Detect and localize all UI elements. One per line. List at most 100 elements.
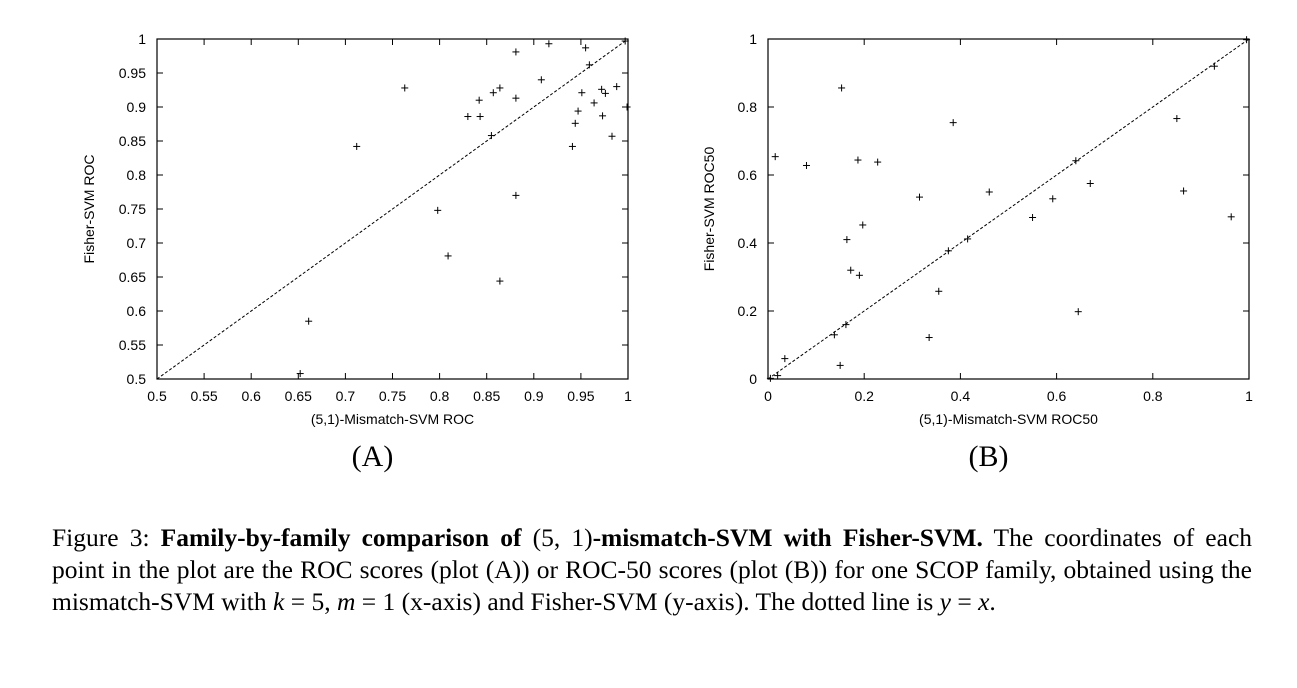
a-data-point xyxy=(574,107,582,115)
a-data-point xyxy=(608,132,616,140)
a-y-tick-label: 0.75 xyxy=(119,201,146,217)
a-reference-line xyxy=(156,38,629,380)
a-data-point xyxy=(621,37,629,45)
caption-eq: = xyxy=(950,587,979,616)
a-y-tick-label: 0.6 xyxy=(127,303,147,319)
a-y-tick-label: 0.65 xyxy=(119,269,146,285)
b-data-point xyxy=(781,355,789,363)
scatter-plot-a: 0.5 0.55 0.6 0.65 0.7 0.75 0.8 0.85 0.9 0.95 1 0.5 0… xyxy=(0,0,650,480)
scatter-plot-a-svg: 0.5 0.55 0.6 0.65 0.7 0.75 0.8 0.85 0.9 0.95 1 0.5 0… xyxy=(81,31,632,473)
caption-text-2: (x-axis) and Fisher-SVM (y-axis). The do… xyxy=(395,587,940,616)
b-data-point xyxy=(847,266,855,274)
a-data-point xyxy=(585,61,593,69)
a-y-tick-label: 0.7 xyxy=(127,235,147,251)
b-data-point xyxy=(771,153,779,161)
caption-math-params: (5, 1) xyxy=(532,523,593,552)
b-data-point xyxy=(1243,36,1251,44)
b-data-point xyxy=(1227,213,1235,221)
a-y-tick-label: 0.8 xyxy=(127,167,147,183)
a-x-tick-label: 0.7 xyxy=(336,388,356,404)
b-panel-label: (B) xyxy=(969,440,1009,473)
b-y-tick-label: 0.2 xyxy=(738,303,758,319)
b-x-tick-label: 0.6 xyxy=(1047,388,1067,404)
b-data-point xyxy=(1029,214,1037,221)
b-data-point xyxy=(925,334,933,342)
a-data-point xyxy=(623,103,631,111)
caption-eq-m: = 1 xyxy=(355,587,396,616)
a-data-point xyxy=(590,99,598,107)
a-data-point xyxy=(598,85,606,93)
caption-bold-suffix: -mismatch-SVM with Fisher-SVM. xyxy=(592,523,983,552)
caption-var-y: y xyxy=(939,587,951,616)
a-x-tick-label: 0.5 xyxy=(147,388,167,404)
a-data-point xyxy=(571,119,579,127)
b-y-tick-label: 0.6 xyxy=(738,167,758,183)
a-data-point xyxy=(496,277,504,285)
b-x-tick-label: 1 xyxy=(1245,388,1253,404)
b-x-tick-label: 0.8 xyxy=(1143,388,1163,404)
a-y-tick-label: 0.55 xyxy=(119,337,146,353)
a-y-tick-label: 0.9 xyxy=(127,99,147,115)
a-x-tick-label: 0.55 xyxy=(190,388,217,404)
a-x-tick-label: 0.75 xyxy=(379,388,406,404)
b-data-point xyxy=(842,321,850,329)
b-data-point xyxy=(916,193,924,201)
b-data-point xyxy=(1086,180,1094,187)
b-data-point xyxy=(1049,195,1057,203)
b-data-point xyxy=(774,372,782,380)
a-data-point xyxy=(489,89,497,97)
b-y-tick-label: 0.8 xyxy=(738,99,758,115)
b-data-point xyxy=(964,235,972,243)
a-x-tick-label: 0.9 xyxy=(524,388,544,404)
a-data-point xyxy=(464,113,472,121)
caption-var-m: m xyxy=(336,587,356,616)
a-x-tick-label: 0.85 xyxy=(473,388,500,404)
b-data-point xyxy=(1173,115,1181,123)
b-data-point xyxy=(836,361,844,369)
figure-caption: Figure 3: Family-by-family comparison of… xyxy=(52,522,1252,618)
a-data-point xyxy=(496,84,504,92)
b-plot-frame xyxy=(767,38,1250,380)
caption-var-k: k xyxy=(273,587,285,616)
a-y-axis-label: Fisher-SVM ROC xyxy=(81,155,97,264)
b-data-point xyxy=(838,84,846,92)
a-data-point xyxy=(512,94,520,102)
caption-text-1: The coordinates of each point in the plo… xyxy=(52,523,1253,616)
caption-var-x: x xyxy=(978,587,990,616)
a-panel-label: (A) xyxy=(352,440,394,473)
a-x-tick-label: 0.65 xyxy=(285,388,312,404)
b-data-point xyxy=(1072,157,1080,165)
a-data-point xyxy=(582,44,590,52)
a-data-point xyxy=(512,48,520,56)
b-reference-line xyxy=(767,38,1250,380)
caption-bold-prefix: Family-by-family comparison of xyxy=(160,523,522,552)
caption-eq-k: = 5, xyxy=(284,587,337,616)
b-data-point xyxy=(855,271,863,279)
a-y-tick-label: 0.5 xyxy=(127,371,147,387)
a-data-point xyxy=(475,96,483,104)
a-x-tick-label: 0.8 xyxy=(430,388,450,404)
a-y-tick-label: 0.95 xyxy=(119,65,146,81)
b-data-point xyxy=(1180,187,1188,195)
b-data-point xyxy=(859,221,867,229)
b-data-point xyxy=(949,119,957,127)
a-data-point xyxy=(305,317,313,325)
b-x-tick-label: 0.2 xyxy=(854,388,874,404)
b-y-tick-label: 0.4 xyxy=(738,235,758,251)
a-x-axis-label: (5,1)-Mismatch-SVM ROC xyxy=(311,411,474,427)
caption-text-end: . xyxy=(989,587,996,616)
a-data-point xyxy=(537,76,545,84)
a-data-point xyxy=(512,191,520,199)
caption-label: Figure 3: xyxy=(52,523,150,552)
a-data-point xyxy=(476,113,484,121)
b-data-point xyxy=(1074,308,1082,316)
b-data-point xyxy=(854,156,862,164)
b-data-point xyxy=(843,236,851,244)
scatter-plot-b-svg: 0 0.2 0.4 0.6 0.8 1 0 0.2 0.4 0.6 0.8 1 (5,1)-Mismat… xyxy=(701,31,1253,473)
a-data-point xyxy=(434,206,442,214)
b-x-tick-label: 0.4 xyxy=(951,388,971,404)
b-data-point xyxy=(985,188,993,196)
scatter-plot-b: 0 0.2 0.4 0.6 0.8 1 0 0.2 0.4 0.6 0.8 1 (5,1)-Mismat… xyxy=(650,0,1297,480)
b-data-point xyxy=(830,331,838,339)
b-data-point xyxy=(802,161,810,169)
